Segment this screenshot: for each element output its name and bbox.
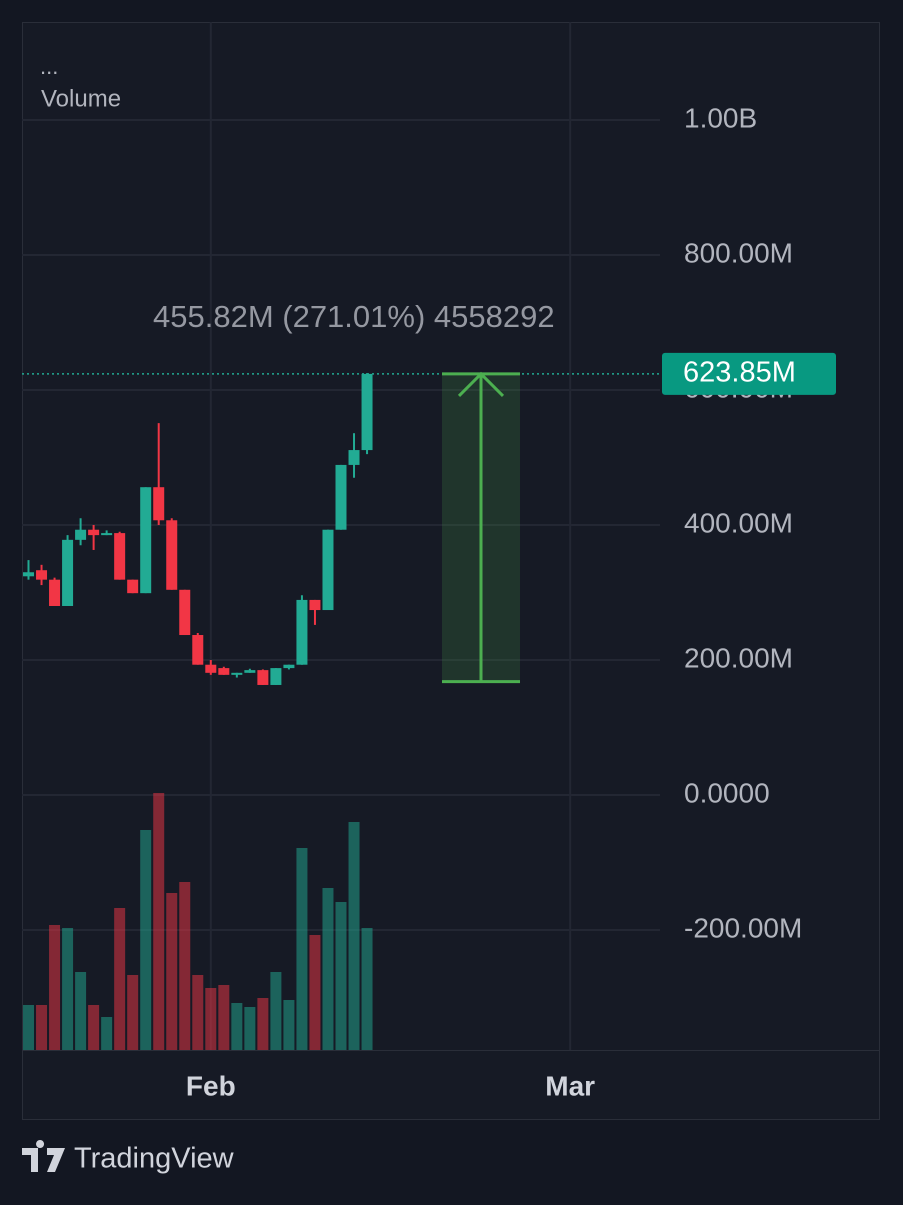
- volume-bar: [361, 928, 373, 1050]
- candle-body: [270, 668, 282, 685]
- last-price-label: 623.85M: [683, 357, 796, 389]
- candle-body: [127, 579, 139, 594]
- volume-bar: [49, 925, 61, 1050]
- volume-bar: [127, 975, 139, 1050]
- axis: 1.00B800.00M600.00M400.00M200.00M0.0000-…: [186, 102, 836, 1101]
- y-tick-label: 400.00M: [684, 507, 793, 538]
- volume-bar: [270, 972, 282, 1050]
- volume-bar: [166, 893, 178, 1050]
- candle-body: [49, 579, 61, 606]
- candle-body: [179, 589, 191, 636]
- candle-body: [322, 529, 334, 611]
- candle-body: [361, 373, 373, 451]
- volume-bar: [179, 882, 191, 1050]
- menu[interactable]: ...: [40, 54, 58, 79]
- volume-bar: [88, 1005, 100, 1050]
- candle-body: [36, 570, 48, 580]
- pane-title: Volume: [41, 85, 121, 112]
- volume-bar: [101, 1017, 113, 1050]
- measure-label: 455.82M (271.01%) 4558292: [153, 299, 555, 334]
- candle-body: [231, 672, 243, 675]
- measure-arrowhead: [457, 371, 505, 397]
- volume-bar: [335, 902, 347, 1050]
- candle-body: [114, 533, 126, 580]
- candle-body: [101, 533, 113, 536]
- y-tick-label: 0.0000: [684, 777, 770, 808]
- candles: [22, 373, 660, 685]
- y-tick-label: 1.00B: [684, 102, 757, 133]
- volume-bar: [23, 1005, 35, 1050]
- candle-body: [296, 599, 308, 665]
- volume-bar: [114, 908, 126, 1050]
- candle-body: [192, 635, 204, 665]
- candle-body: [62, 539, 74, 606]
- volume-pane: [23, 793, 373, 1050]
- candle-body: [75, 529, 87, 540]
- logo: [22, 1140, 65, 1172]
- candle-body: [88, 529, 100, 536]
- candle-body: [283, 664, 295, 669]
- candle-body: [166, 520, 178, 590]
- y-tick-label: -200.00M: [684, 912, 802, 943]
- grid: [22, 22, 660, 1050]
- y-tick-label: 800.00M: [684, 237, 793, 268]
- x-tick-label: Feb: [186, 1070, 236, 1101]
- volume-bar: [296, 848, 308, 1050]
- volume-bar: [140, 830, 152, 1050]
- candle-body: [309, 599, 321, 611]
- volume-bar: [348, 822, 360, 1050]
- x-tick-label: Mar: [545, 1070, 595, 1101]
- volume-bar: [257, 998, 269, 1050]
- measure: 455.82M (271.01%) 4558292: [153, 299, 555, 684]
- candle-body: [140, 487, 152, 594]
- candle-body: [257, 670, 269, 685]
- volume-bar: [283, 1000, 295, 1050]
- volume-bar: [322, 888, 334, 1050]
- volume-bar: [218, 985, 230, 1050]
- candle-body: [153, 487, 165, 521]
- volume-bar: [205, 988, 217, 1050]
- candle-body: [23, 572, 35, 577]
- y-tick-label: 200.00M: [684, 642, 793, 673]
- candle-body: [335, 464, 347, 530]
- volume-bar: [244, 1007, 256, 1050]
- brand: TradingView: [74, 1143, 235, 1175]
- candle-body: [218, 668, 230, 675]
- volume-bar: [309, 935, 321, 1050]
- candle-body: [348, 450, 360, 465]
- volume-bar: [75, 972, 87, 1050]
- volume-bar: [153, 793, 165, 1050]
- volume-bar: [231, 1003, 243, 1050]
- last-price-badge: [662, 352, 836, 395]
- volume-bar: [62, 928, 74, 1050]
- volume-bar: [36, 1005, 48, 1050]
- volume-bar: [192, 975, 204, 1050]
- panel: [22, 22, 880, 1120]
- candle-body: [205, 664, 217, 673]
- candle-body: [244, 670, 256, 673]
